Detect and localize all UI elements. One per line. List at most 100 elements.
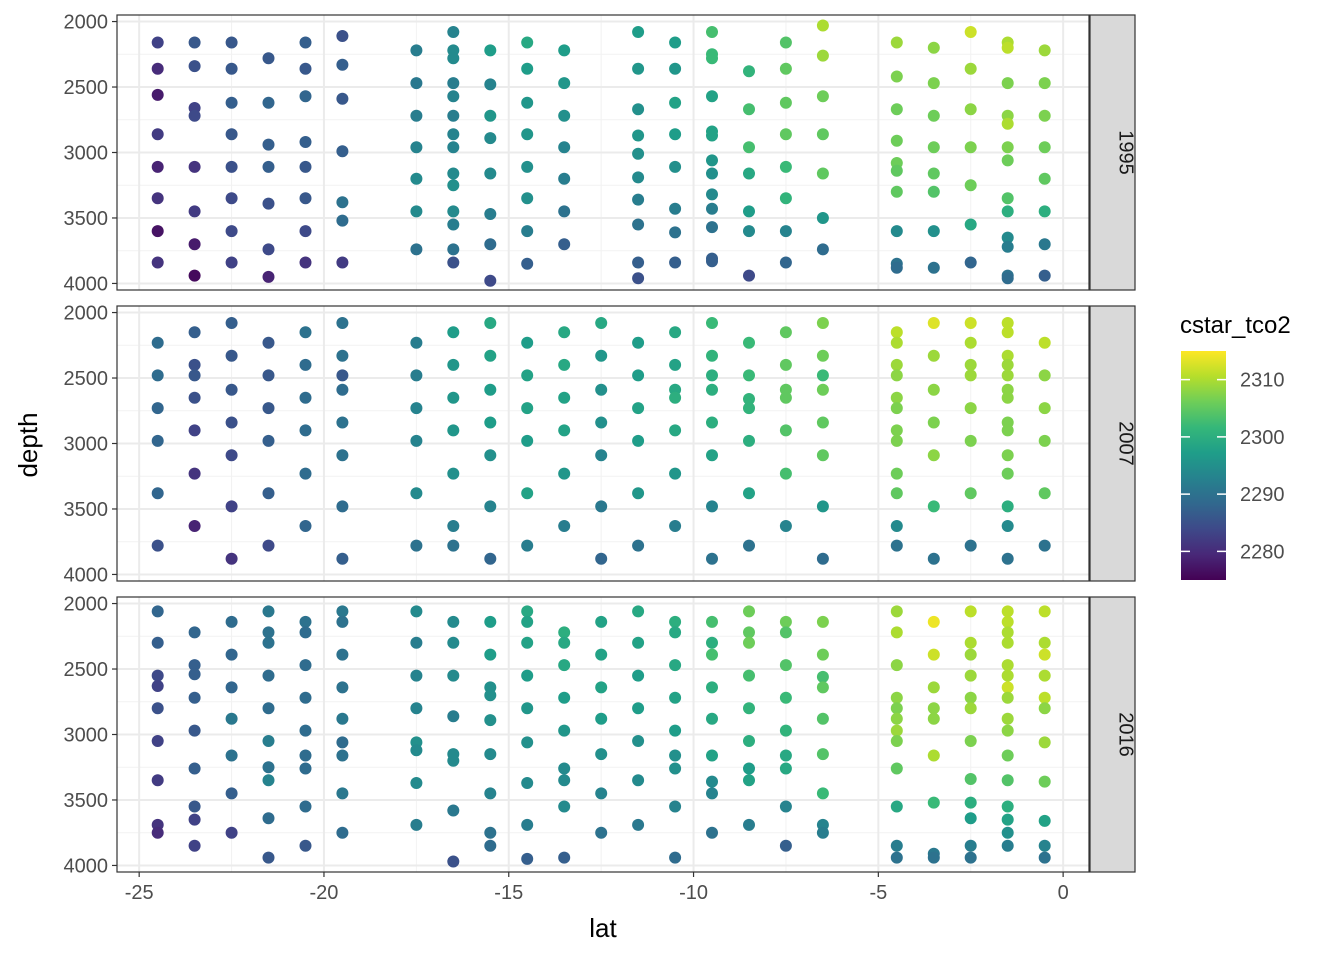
data-point	[521, 225, 534, 238]
data-point	[669, 851, 682, 864]
data-point	[225, 416, 238, 429]
data-point	[521, 36, 534, 49]
data-point	[299, 520, 312, 532]
data-point	[262, 243, 275, 256]
data-point	[964, 669, 977, 682]
data-point	[299, 192, 312, 205]
data-point	[669, 467, 682, 480]
data-point	[151, 256, 164, 269]
data-point	[262, 702, 275, 715]
data-point	[188, 36, 201, 49]
data-point	[410, 109, 423, 122]
data-point	[669, 520, 682, 532]
data-point	[558, 326, 571, 339]
data-point	[447, 754, 460, 767]
data-point	[964, 62, 977, 75]
data-point	[927, 702, 940, 715]
data-point	[151, 636, 164, 649]
data-point	[225, 787, 238, 800]
data-point	[188, 659, 201, 672]
data-point	[743, 487, 755, 500]
data-point	[484, 238, 497, 251]
data-point	[484, 839, 497, 852]
data-point	[1038, 205, 1051, 218]
data-point	[558, 238, 571, 251]
data-point	[521, 434, 534, 447]
data-point	[151, 36, 164, 49]
data-point	[225, 383, 238, 396]
y-axis-title: depth	[13, 412, 43, 477]
data-point	[1001, 800, 1014, 813]
facet-strip	[1089, 305, 1136, 582]
data-point	[927, 261, 940, 274]
data-point	[225, 62, 238, 75]
data-point	[632, 272, 645, 285]
data-point	[816, 416, 829, 429]
data-point	[595, 500, 608, 513]
data-point	[816, 826, 829, 839]
data-point	[706, 188, 718, 201]
data-point	[1038, 141, 1051, 154]
data-point	[1038, 434, 1051, 447]
data-point	[521, 336, 534, 349]
data-point	[151, 774, 164, 787]
data-point	[632, 774, 645, 787]
data-point	[779, 839, 792, 852]
data-point	[521, 487, 534, 500]
data-point	[743, 141, 755, 154]
x-tick-label: -5	[869, 882, 887, 904]
facet-strip-label: 1995	[1115, 130, 1137, 175]
data-point	[262, 402, 275, 415]
data-point	[151, 160, 164, 173]
data-point	[1038, 44, 1051, 57]
data-point	[632, 147, 645, 160]
data-point	[669, 326, 682, 339]
data-point	[225, 349, 238, 362]
data-point	[595, 681, 608, 694]
data-point	[743, 402, 755, 415]
data-point	[151, 336, 164, 349]
facet-strip	[1089, 596, 1136, 873]
data-point	[558, 358, 571, 371]
data-point	[669, 358, 682, 371]
data-point	[299, 136, 312, 148]
data-point	[816, 212, 829, 224]
data-point	[151, 702, 164, 715]
data-point	[225, 552, 238, 565]
data-point	[1001, 349, 1014, 362]
data-point	[706, 500, 718, 513]
data-point	[521, 615, 534, 628]
data-point	[336, 648, 349, 661]
data-point	[484, 44, 497, 57]
data-point	[336, 712, 349, 725]
data-point	[1001, 774, 1014, 787]
data-point	[558, 626, 571, 639]
data-point	[262, 539, 275, 552]
data-point	[558, 774, 571, 787]
data-point	[336, 214, 349, 227]
data-point	[669, 800, 682, 813]
data-point	[262, 774, 275, 787]
data-point	[890, 358, 903, 371]
data-point	[336, 317, 349, 329]
data-point	[779, 256, 792, 269]
data-point	[447, 424, 460, 437]
data-point	[447, 243, 460, 256]
data-point	[410, 818, 423, 831]
data-point	[743, 434, 755, 447]
data-point	[336, 92, 349, 105]
data-point	[225, 712, 238, 725]
y-tick-label: 4000	[64, 564, 109, 586]
data-point	[1001, 724, 1014, 737]
x-tick-label: -25	[125, 882, 154, 904]
data-point	[558, 636, 571, 649]
data-point	[299, 225, 312, 238]
data-point	[816, 712, 829, 725]
data-point	[188, 369, 201, 382]
y-tick-label: 3500	[64, 208, 109, 230]
data-point	[558, 800, 571, 813]
data-point	[816, 787, 829, 800]
data-point	[484, 689, 497, 702]
data-point	[299, 615, 312, 628]
data-point	[225, 826, 238, 839]
